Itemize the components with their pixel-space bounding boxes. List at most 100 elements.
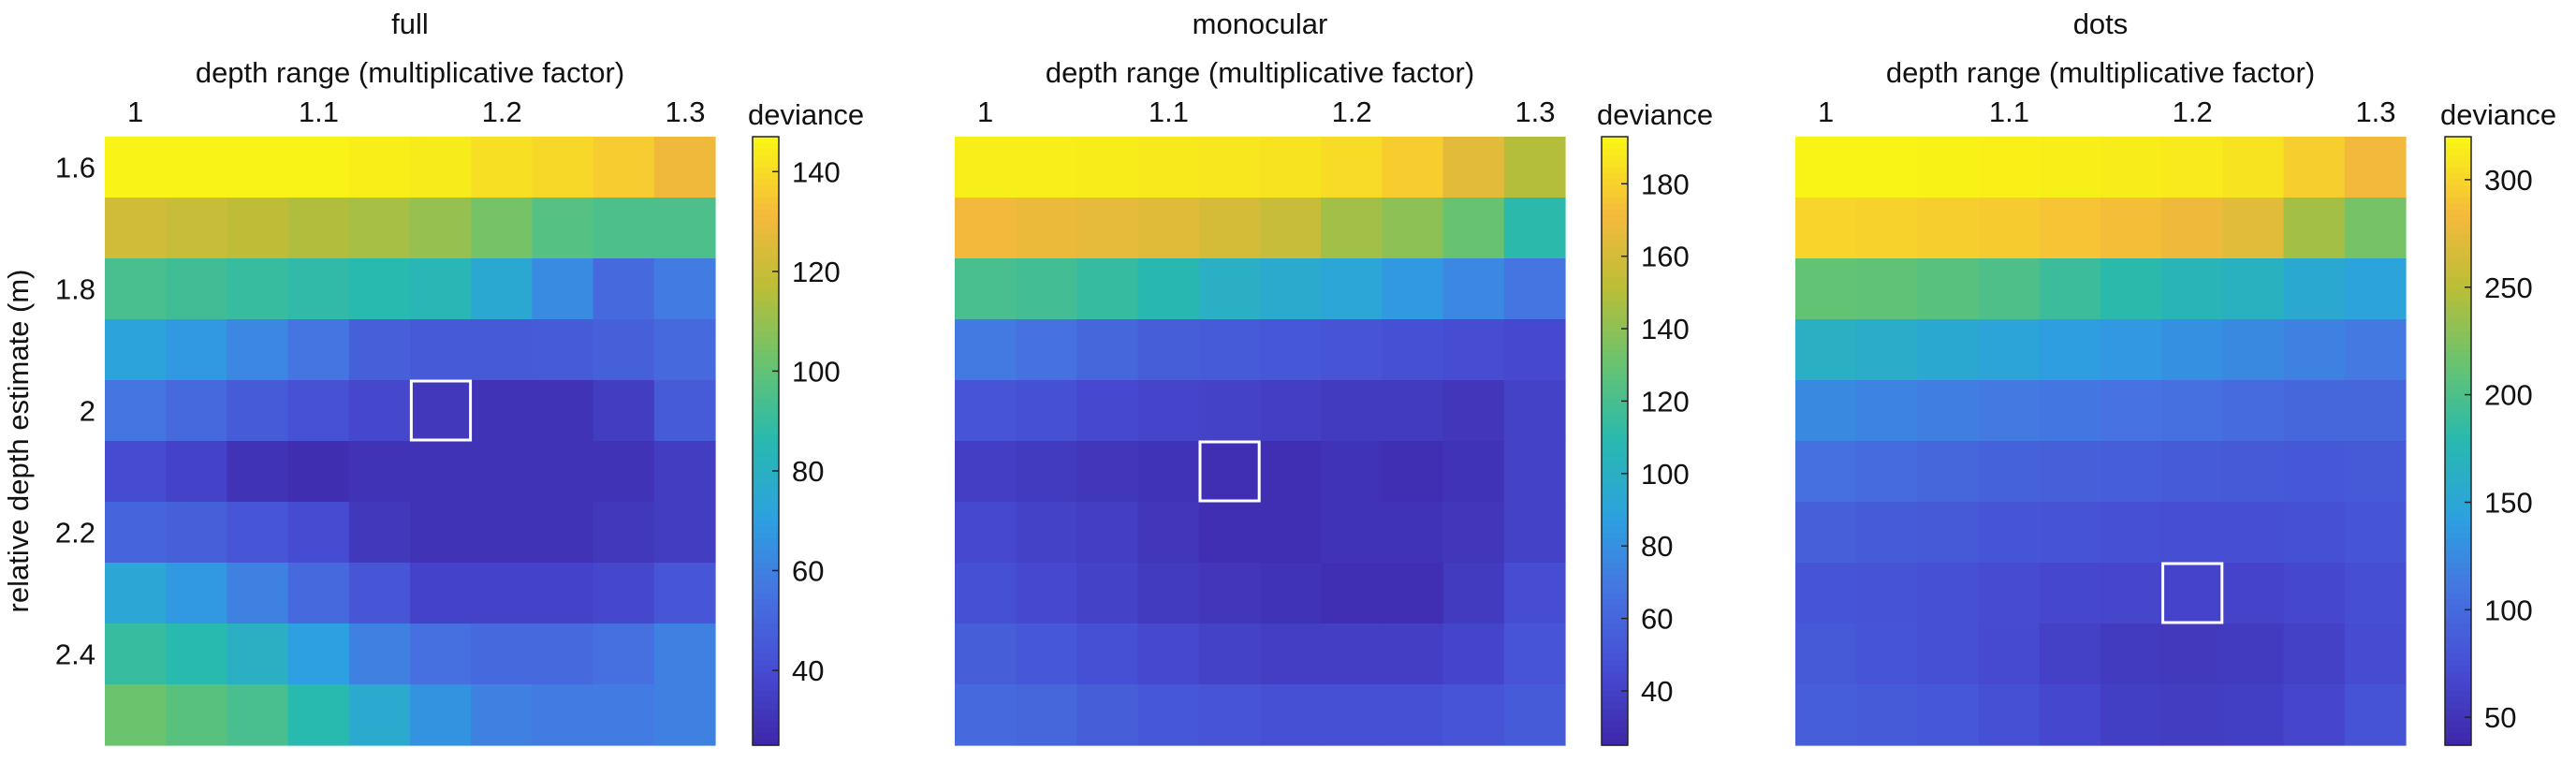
colorbar-segment [2445,690,2471,697]
heatmap-cell [1260,502,1322,564]
colorbar-segment [753,271,779,278]
heatmap-cell [1016,441,1077,503]
heatmap-cell [1198,258,1261,320]
colorbar-segment [753,556,779,564]
colorbar-segment [2445,441,2471,448]
colorbar-segment [2445,429,2471,436]
colorbar-segment [1602,349,1628,357]
colorbar-segment [2445,203,2471,211]
colorbar-segment [753,453,779,461]
heatmap-cell [105,563,167,624]
colorbar-segment [1602,636,1628,643]
colorbar-segment [1602,167,1628,174]
y-tick-label: 2.2 [55,517,95,550]
colorbar-segment [1602,142,1628,150]
heatmap-cell [2039,563,2101,624]
best-fit-highlight [409,379,473,442]
heatmap-cell [1137,319,1200,381]
colorbar-segment [2445,714,2471,722]
heatmap-cell [471,502,533,564]
heatmap-cell [227,684,289,746]
colorbar-segment [1602,240,1628,247]
heatmap-cell [1442,563,1505,624]
colorbar-segment [753,483,779,491]
x-tick-label: 1.1 [1989,95,2029,128]
heatmap-cell [653,137,716,198]
heatmap-cell [532,198,594,259]
colorbar-segment [753,288,779,296]
colorbar-segment [2445,361,2471,369]
colorbar-segment [2445,563,2471,570]
heatmap-cell [1442,624,1505,685]
heatmap-cell [2161,441,2223,503]
colorbar-tick-label: 40 [792,654,824,687]
heatmap-cell [532,319,594,381]
heatmap-cell [593,624,655,685]
heatmap-cell [348,380,411,442]
colorbar-tick-label: 40 [1641,675,1673,708]
heatmap-cell [1795,380,1857,442]
heatmap-cell [2161,380,2223,442]
colorbar-segment [2445,629,2471,637]
heatmap-cell [2100,624,2162,685]
colorbar-segment [2445,709,2471,716]
colorbar-segment [753,325,779,332]
y-tick-label: 2.4 [55,638,95,671]
colorbar-segment [2445,483,2471,491]
colorbar-segment [2445,137,2471,144]
colorbar-segment [1602,271,1628,278]
heatmap-cell [2100,684,2162,746]
heatmap-cell [1076,319,1139,381]
y-tick-label: 1.6 [55,152,95,184]
heatmap-cell [410,319,472,381]
colorbar-segment [753,477,779,485]
heatmap-cell [1016,258,1077,320]
colorbar-segment [2445,301,2471,308]
colorbar-segment [2445,495,2471,503]
x-axis-label: depth range (multiplicative factor) [1886,56,2315,89]
heatmap-cell [2283,563,2346,624]
heatmap-cell [1856,563,1918,624]
heatmap-cell [1503,502,1566,564]
colorbar-label: deviance [2440,98,2556,131]
heatmap-cell [593,684,655,746]
colorbar-segment [2445,215,2471,223]
colorbar-tick-label: 100 [2484,594,2533,626]
heatmap-cell [1978,380,2041,442]
heatmap-cell [593,563,655,624]
colorbar: deviance 40 60 80 100 120 140 [748,98,864,746]
heatmap-cell [1198,563,1261,624]
heatmap-cell [1198,624,1261,685]
colorbar-segment [753,142,779,150]
colorbar-segment [753,392,779,400]
colorbar-segment [753,599,779,607]
colorbar-segment [1602,368,1628,375]
heatmap-cell [1917,137,1980,198]
colorbar-segment [753,605,779,612]
heatmap-cell [2161,624,2223,685]
heatmap-cell [410,137,472,198]
heatmap-cell [166,502,227,564]
y-tick-label: 1.8 [55,273,95,306]
colorbar-segment [1602,154,1628,162]
colorbar-segment [2445,295,2471,302]
colorbar-segment [2445,161,2471,169]
colorbar-segment [2445,337,2471,345]
heatmap-cell [1856,380,1918,442]
heatmap-cell [1076,380,1139,442]
heatmap-cell [1978,137,2041,198]
heatmap-cell [532,684,594,746]
heatmap-cell [2161,319,2223,381]
colorbar-segment [2445,319,2471,327]
heatmap-cell [955,137,1017,198]
colorbar-segment [1602,258,1628,266]
colorbar-segment [1602,653,1628,661]
colorbar-segment [1602,276,1628,284]
colorbar-segment [753,331,779,339]
colorbar-segment [2445,349,2471,357]
heatmap-cell [1795,319,1857,381]
heatmap-cell [1795,441,1857,503]
colorbar-segment [753,568,779,576]
colorbar-segment [1602,386,1628,393]
heatmap-cell [955,198,1017,259]
